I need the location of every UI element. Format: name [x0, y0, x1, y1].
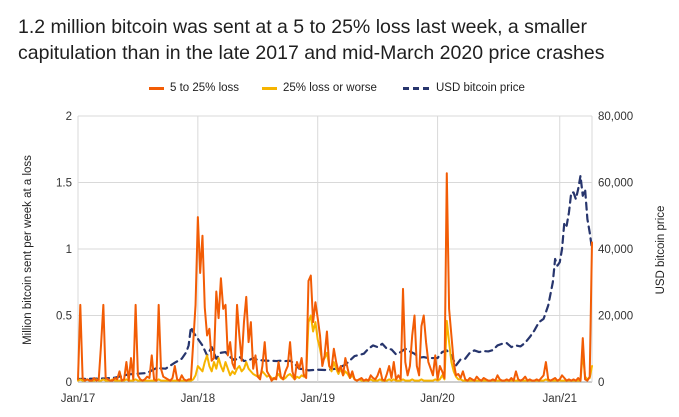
legend-label-loss-5-25: 5 to 25% loss [170, 82, 240, 94]
y2-tick-label: 0 [598, 377, 604, 389]
y-tick-label: 1 [66, 244, 72, 256]
legend-item-loss-5-25: 5 to 25% loss [149, 80, 249, 96]
y2-tick-label: 20,000 [598, 311, 633, 323]
legend-item-loss-25-plus: 25% loss or worse [262, 80, 392, 96]
legend-label-usd-price: USD bitcoin price [436, 82, 525, 94]
y-tick-label: 0.5 [56, 311, 72, 323]
legend-swatch-loss-25-plus [262, 87, 277, 90]
x-tick-label: Jan/20 [420, 393, 455, 405]
x-tick-label: Jan/17 [61, 393, 96, 405]
x-tick-label: Jan/19 [300, 393, 335, 405]
y2-tick-label: 80,000 [598, 111, 633, 123]
y2-tick-label: 60,000 [598, 178, 633, 190]
series-line-25-loss-or-worse [77, 314, 593, 382]
legend-swatch-usd-price [403, 87, 429, 90]
series-line-5-to-25-loss [77, 172, 593, 382]
y2-axis-label: USD bitcoin price [655, 206, 667, 295]
legend-item-usd-price: USD bitcoin price [403, 80, 553, 96]
legend-label-loss-25-plus: 25% loss or worse [283, 82, 377, 94]
chart-title: 1.2 million bitcoin was sent at a 5 to 2… [18, 16, 605, 64]
legend: 5 to 25% loss 25% loss or worse USD bitc… [0, 80, 679, 96]
x-tick-label: Jan/18 [181, 393, 216, 405]
x-tick-label: Jan/21 [542, 393, 577, 405]
y-tick-label: 2 [66, 111, 72, 123]
y-axis-label: Million bitcoin sent per week at a loss [22, 155, 34, 345]
series-line-usd-bitcoin-price [76, 174, 594, 381]
legend-swatch-loss-5-25 [149, 87, 164, 90]
y2-tick-label: 40,000 [598, 244, 633, 256]
y-tick-label: 0 [66, 377, 72, 389]
y-tick-label: 1.5 [56, 178, 72, 190]
